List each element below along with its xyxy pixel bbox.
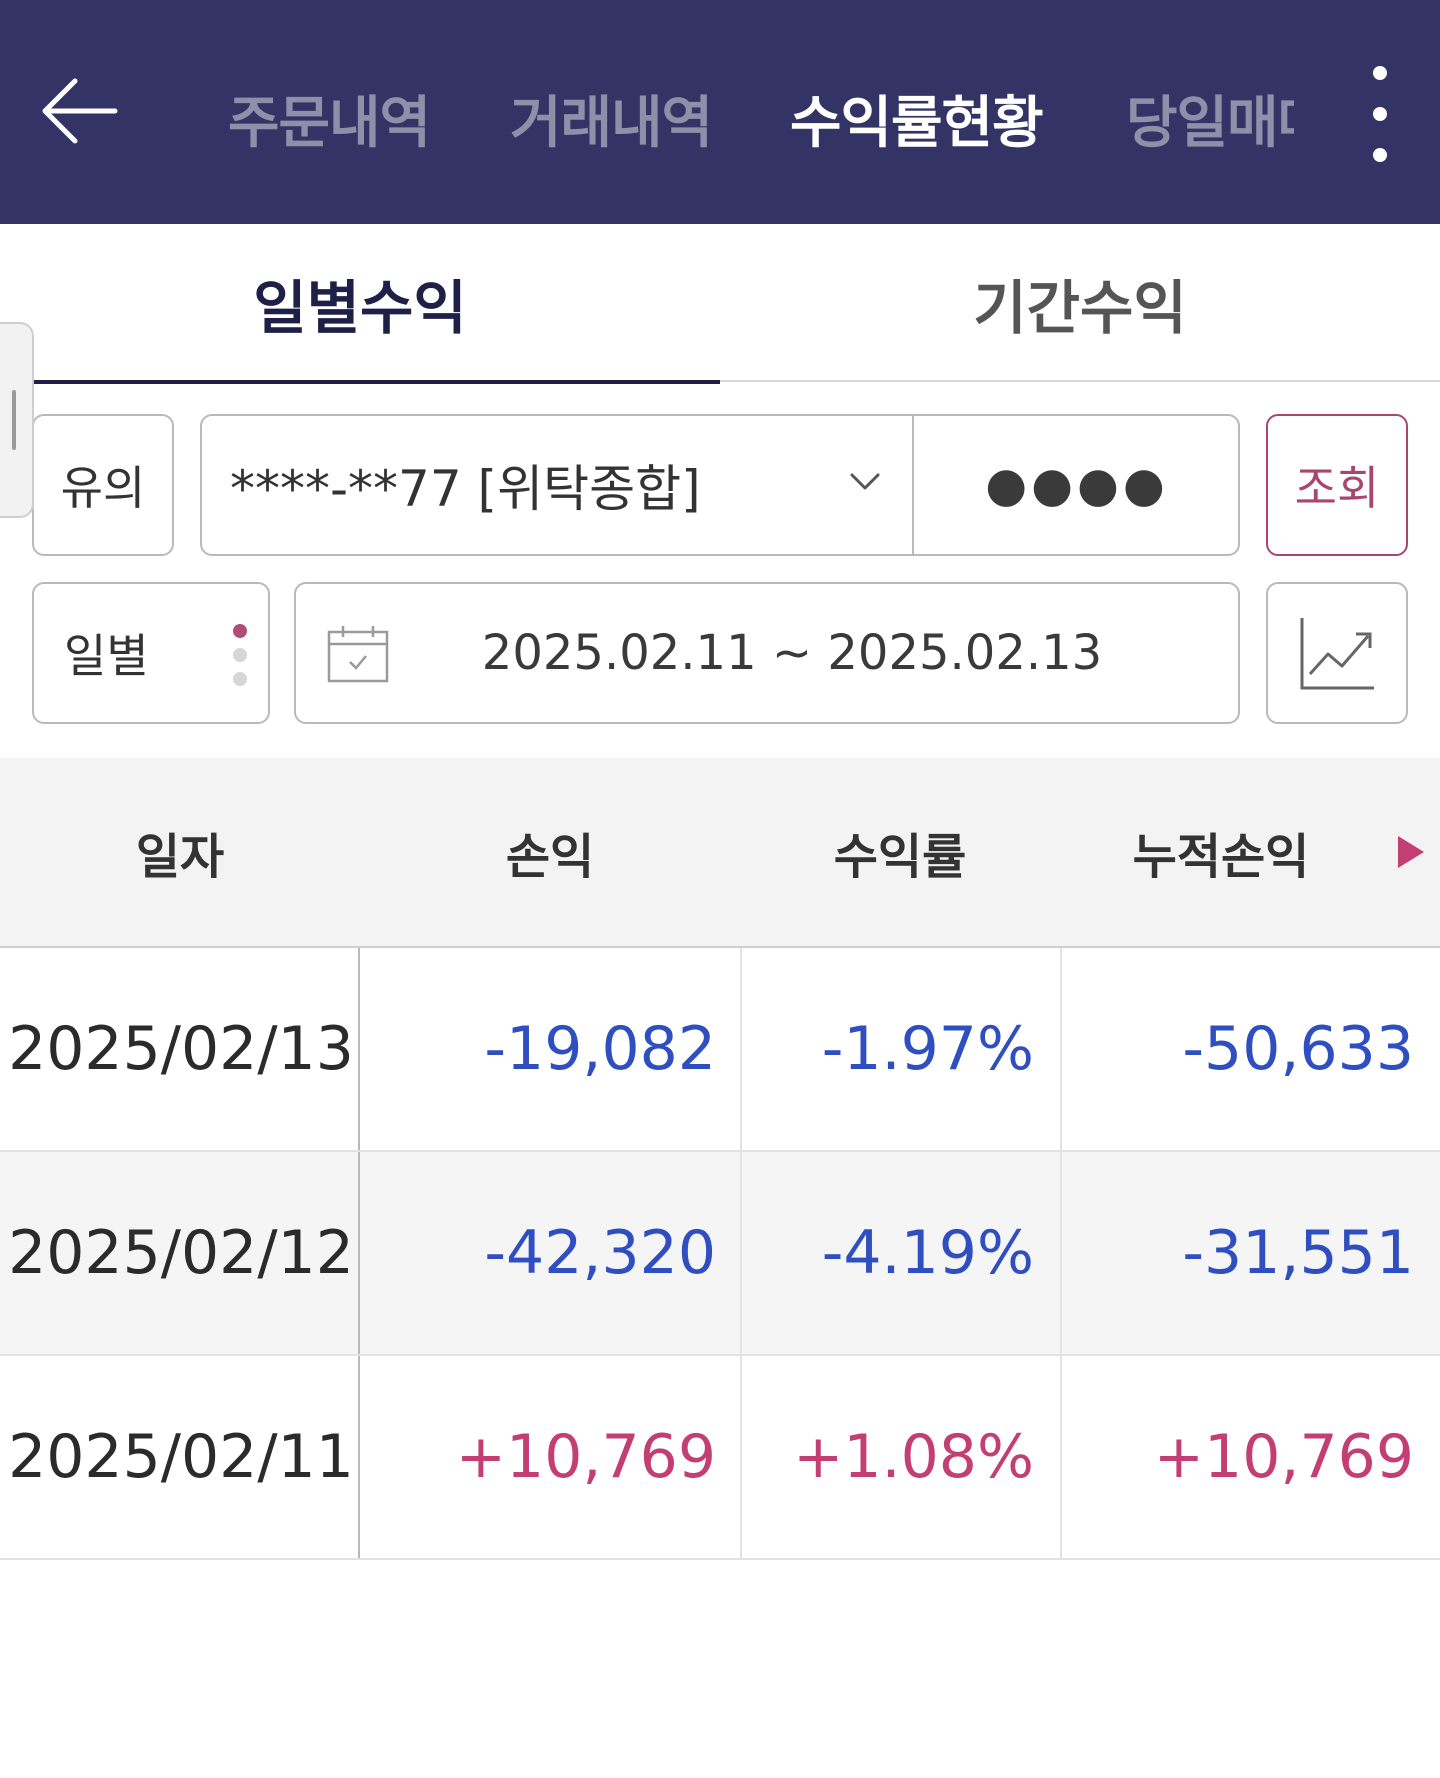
row-pnl: +10,769: [455, 1422, 716, 1492]
tab-day-trading[interactable]: 당일매매: [1126, 91, 1294, 156]
column-pnl: 손익: [505, 829, 595, 885]
calendar-icon: [327, 626, 389, 683]
column-rate: 수익률: [833, 829, 967, 885]
row-date: 2025/02/12: [8, 1218, 354, 1288]
tab-period-profit[interactable]: 기간수익: [973, 274, 1187, 342]
row-pnl: -42,320: [484, 1218, 716, 1288]
row-rate: -1.97%: [821, 1014, 1034, 1084]
tab-order-history[interactable]: 주문내역: [228, 91, 431, 156]
period-label: 일별: [64, 629, 149, 683]
row-rate: -4.19%: [821, 1218, 1034, 1288]
account-number: ****-**77 [위탁종합]: [230, 460, 701, 518]
row-rate: +1.08%: [793, 1422, 1034, 1492]
arrow-left-icon: [42, 78, 118, 144]
row-cumulative: -50,633: [1182, 1014, 1414, 1084]
table-row[interactable]: 2025/02/11 +10,769 +1.08% +10,769: [0, 1356, 1440, 1560]
account-select[interactable]: ****-**77 [위탁종합] ●●●●: [200, 414, 1240, 556]
row-date: 2025/02/11: [8, 1422, 354, 1492]
tab-daily-profit[interactable]: 일별수익: [0, 224, 720, 384]
chevron-down-icon: [850, 473, 880, 490]
app-header: 주문내역 거래내역 수익률현황 당일매매: [0, 0, 1440, 224]
tab-return-status[interactable]: 수익률현황: [790, 91, 1044, 156]
sub-tab-bar: 일별수익 기간수익: [0, 224, 1440, 384]
triangle-right-icon[interactable]: [1396, 834, 1426, 870]
password-field[interactable]: ●●●●: [985, 457, 1169, 513]
column-cumulative: 누적손익: [1132, 829, 1310, 885]
row-cumulative: -31,551: [1182, 1218, 1414, 1288]
table-header: 일자 손익 수익률 누적손익: [0, 758, 1440, 948]
chart-button[interactable]: [1266, 582, 1408, 724]
search-button[interactable]: 조회: [1266, 414, 1408, 556]
more-menu-button[interactable]: [1362, 66, 1398, 162]
column-date: 일자: [135, 829, 225, 885]
date-range-text: 2025.02.11 ~ 2025.02.13: [481, 625, 1103, 681]
tab-transaction-history[interactable]: 거래내역: [510, 91, 713, 156]
side-drawer-handle[interactable]: [0, 322, 34, 518]
row-pnl: -19,082: [484, 1014, 716, 1084]
period-indicator-icon: [230, 624, 250, 686]
back-button[interactable]: [34, 66, 124, 156]
row-date: 2025/02/13: [8, 1014, 354, 1084]
period-select[interactable]: 일별: [32, 582, 270, 724]
table-row[interactable]: 2025/02/13 -19,082 -1.97% -50,633: [0, 948, 1440, 1152]
table-row[interactable]: 2025/02/12 -42,320 -4.19% -31,551: [0, 1152, 1440, 1356]
notice-button[interactable]: 유의: [32, 414, 174, 556]
row-cumulative: +10,769: [1153, 1422, 1414, 1492]
line-chart-icon: [1300, 618, 1374, 690]
more-vertical-icon: [1373, 66, 1387, 80]
top-tab-bar: 주문내역 거래내역 수익률현황 당일매매: [200, 0, 1300, 224]
divider: [912, 416, 914, 554]
date-range-picker[interactable]: 2025.02.11 ~ 2025.02.13: [294, 582, 1240, 724]
